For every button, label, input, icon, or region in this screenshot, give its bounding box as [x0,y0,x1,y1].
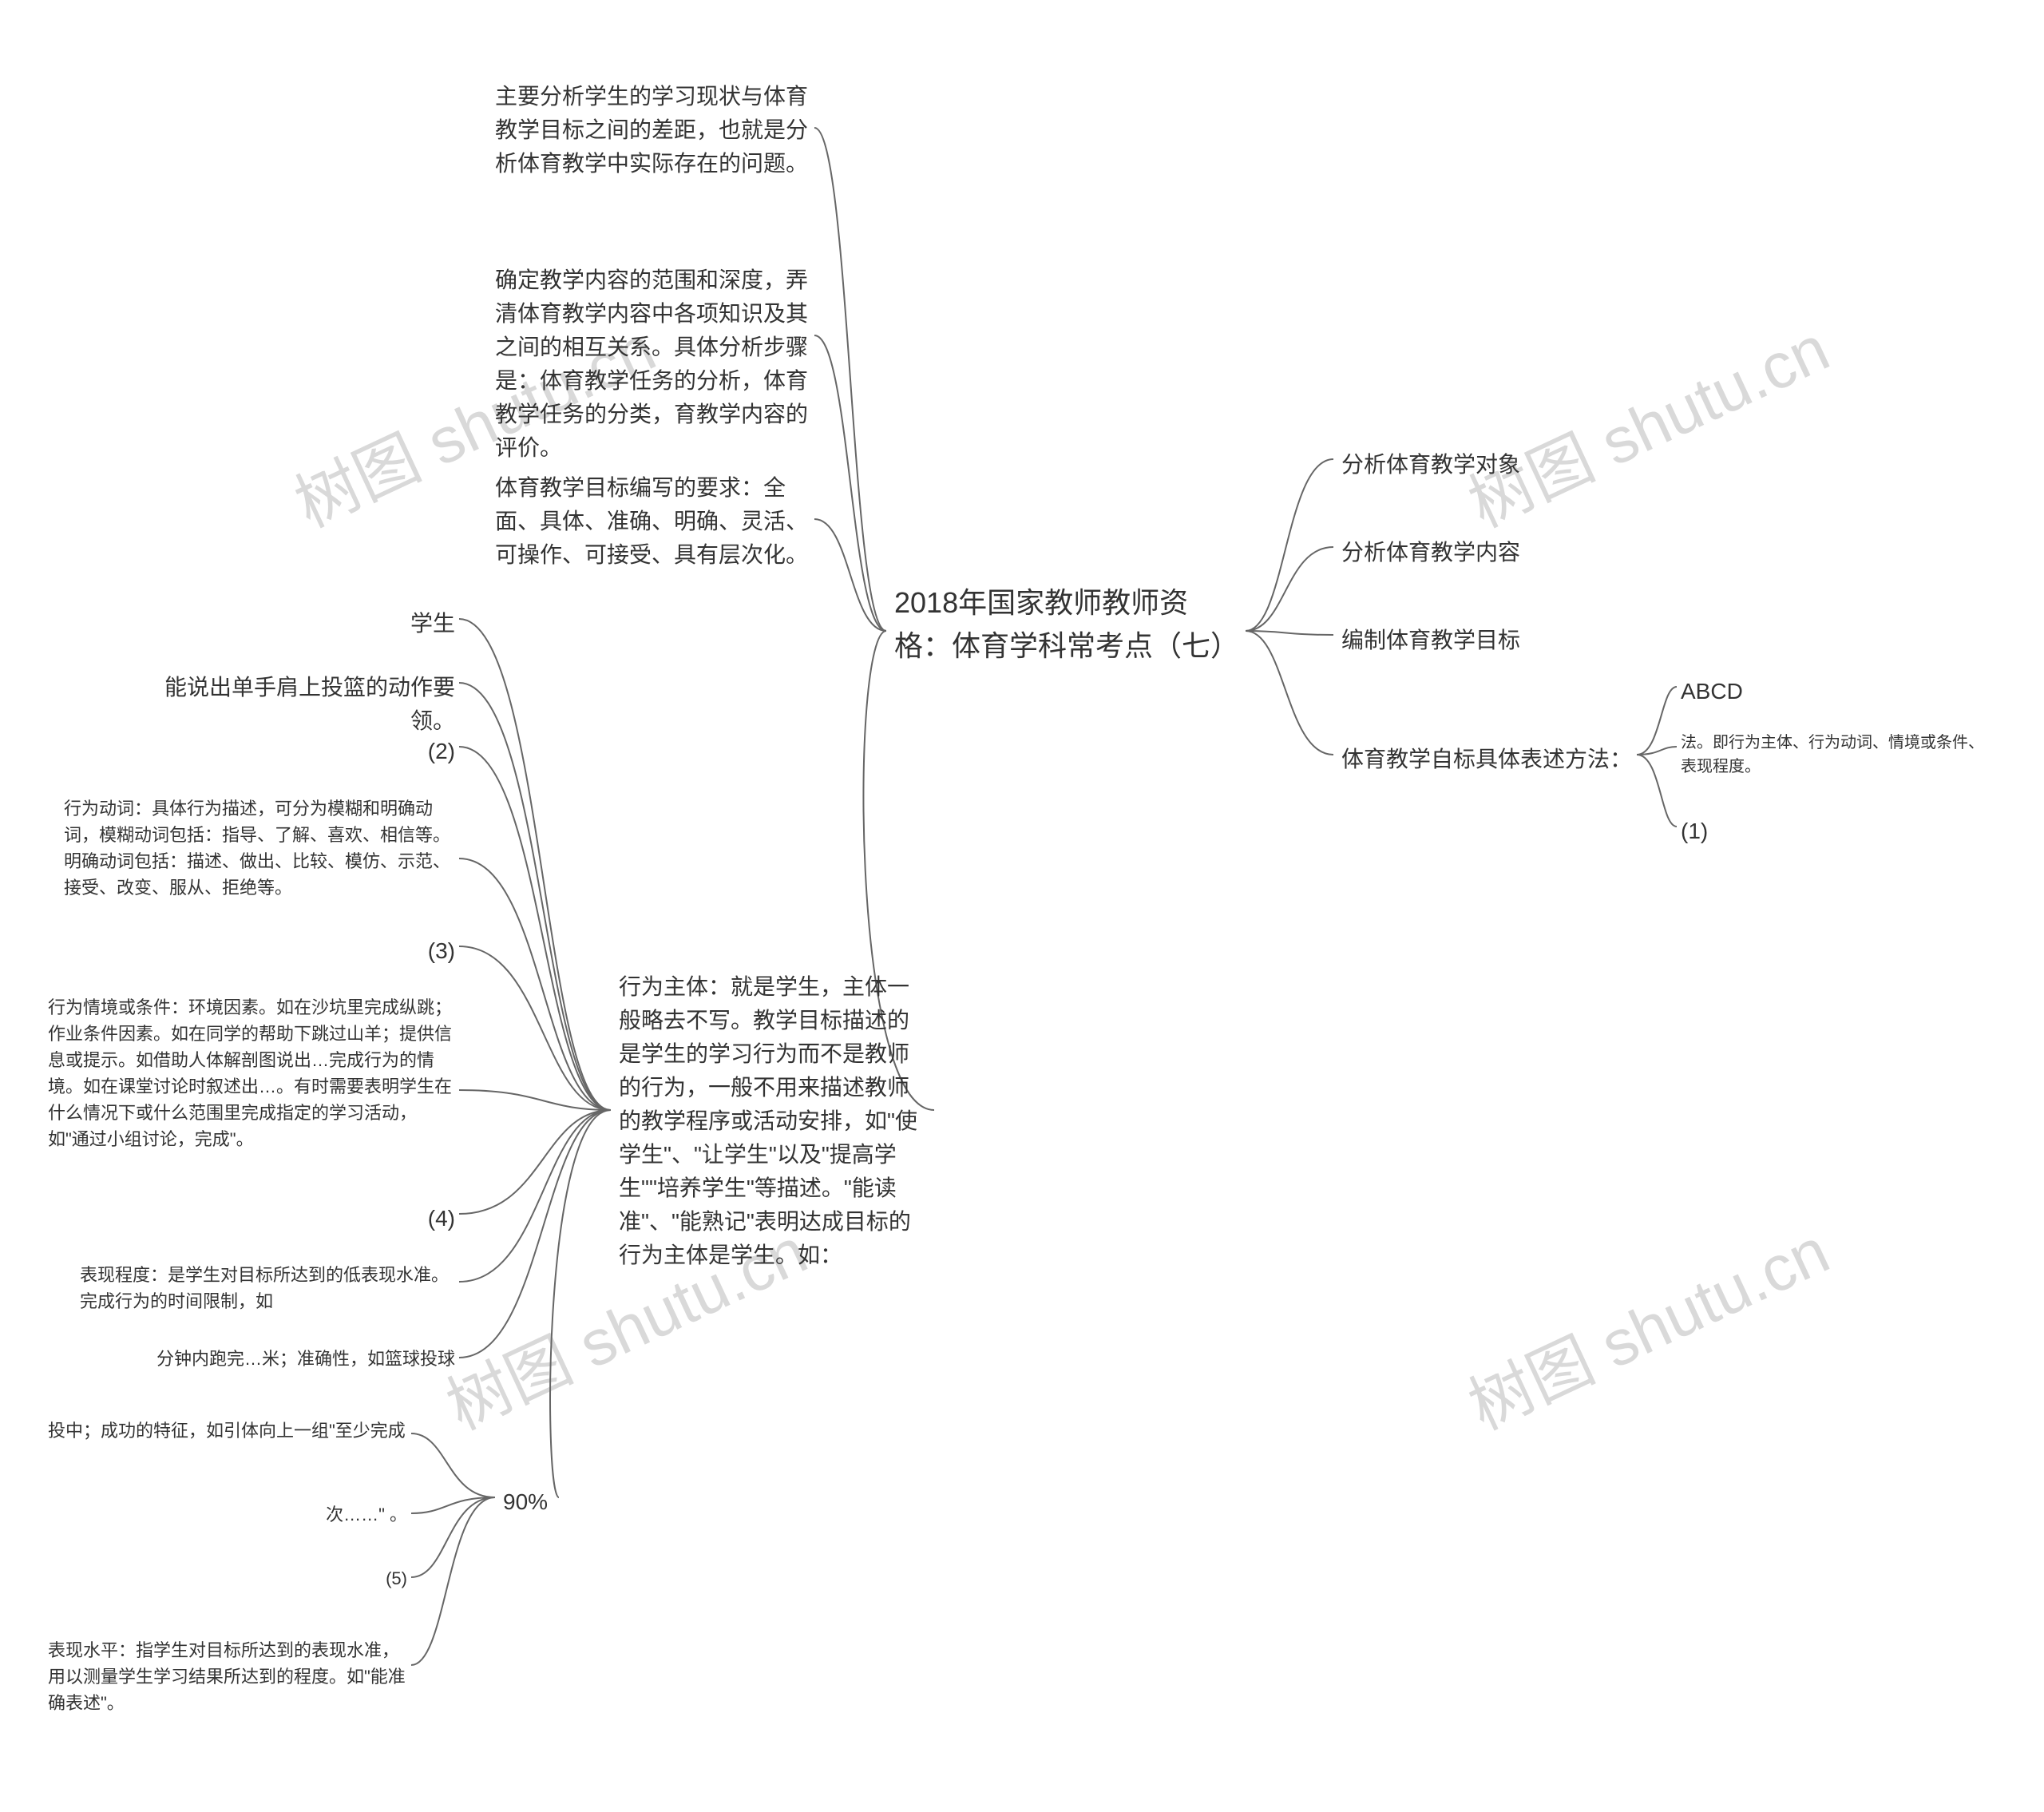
leaf-num-3: (3) [423,934,455,968]
leaf-behavior-verb: 行为动词：具体行为描述，可分为模糊和明确动词，模糊动词包括：指导、了解、喜欢、相… [64,795,455,901]
leaf-student: 学生 [399,607,455,640]
watermark: 树图 shutu.cn [1452,298,1841,545]
leaf-action-essentials: 能说出单手肩上投篮的动作要领。 [144,671,455,738]
node-abcd: ABCD [1681,675,1777,708]
leaf-performance-level: 表现水平：指学生对目标所达到的表现水准，用以测量学生学习结果所达到的程度。如"能… [48,1637,407,1716]
watermark: 树图 shutu.cn [1452,1200,1841,1448]
connector-layer [0,0,2044,1812]
node-analyze-content: 分析体育教学内容 [1341,536,1549,569]
node-compile-goal: 编制体育教学目标 [1341,624,1549,657]
leaf-throw-in: 投中；成功的特征，如引体向上一组"至少完成 [48,1417,407,1444]
leaf-performance-degree: 表现程度：是学生对目标所达到的低表现水准。完成行为的时间限制，如 [80,1262,455,1314]
node-analyze-object: 分析体育教学对象 [1341,448,1549,482]
detail-compile-goal: 体育教学目标编写的要求：全面、具体、准确、明确、灵活、可操作、可接受、具有层次化… [495,471,814,572]
detail-behavior-subject: 行为主体：就是学生，主体一般略去不写。教学目标描述的是学生的学习行为而不是教师的… [619,970,930,1272]
leaf-minutes-run: 分钟内跑完…米；准确性，如篮球投球 [100,1346,455,1372]
leaf-num-2: (2) [423,735,455,768]
leaf-num-4: (4) [423,1202,455,1235]
node-expression-method: 体育教学自标具体表述方法： [1341,743,1637,776]
detail-analyze-content: 确定教学内容的范围和深度，弄清体育教学内容中各项知识及其之间的相互关系。具体分析… [495,264,814,465]
leaf-behavior-condition: 行为情境或条件：环境因素。如在沙坑里完成纵跳；作业条件因素。如在同学的帮助下跳过… [48,994,455,1152]
node-abcd-1: (1) [1681,815,1729,848]
detail-analyze-object: 主要分析学生的学习现状与体育教学目标之间的差距，也就是分析体育教学中实际存在的问… [495,80,814,180]
root-node: 2018年国家教师教师资格：体育学科常考点（七） [894,581,1246,668]
leaf-num-5: (5) [375,1565,407,1592]
node-abcd-detail: 法。即行为主体、行为动词、情境或条件、表现程度。 [1681,731,1984,779]
leaf-times: 次……" 。 [303,1501,407,1528]
leaf-90-percent: 90% [503,1485,559,1519]
